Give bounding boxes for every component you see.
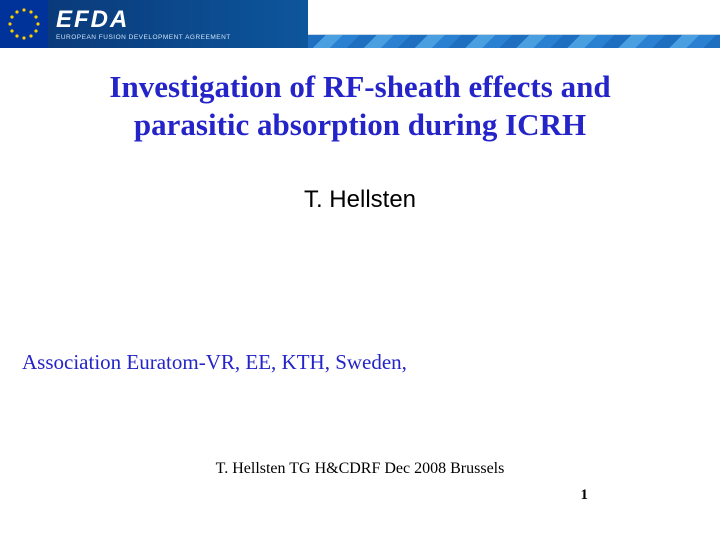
header-right xyxy=(308,0,720,48)
header-bar: EFDA EUROPEAN FUSION DEVELOPMENT AGREEME… xyxy=(0,0,720,48)
logo-text: EFDA xyxy=(56,8,308,32)
affiliation-text: Association Euratom-VR, EE, KTH, Sweden, xyxy=(22,350,407,375)
efda-logo: EFDA EUROPEAN FUSION DEVELOPMENT AGREEME… xyxy=(48,0,308,48)
eu-flag-icon xyxy=(0,0,48,48)
footer-text: T. Hellsten TG H&CDRF Dec 2008 Brussels xyxy=(0,460,720,478)
page-number: 1 xyxy=(581,487,589,504)
header-stripe xyxy=(308,34,720,48)
logo-subtitle: EUROPEAN FUSION DEVELOPMENT AGREEMENT xyxy=(56,34,308,41)
slide-title: Investigation of RF-sheath effects and p… xyxy=(0,68,720,144)
author-name: T. Hellsten xyxy=(0,186,720,214)
